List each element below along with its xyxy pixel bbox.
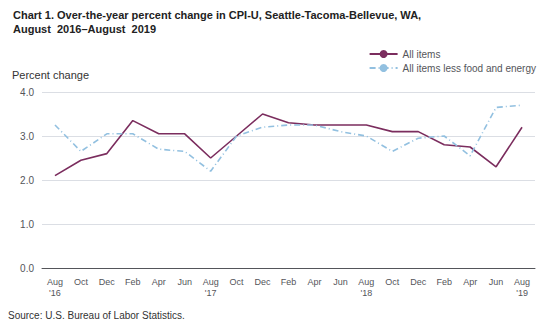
svg-text:Apr: Apr <box>463 277 477 287</box>
svg-text:All items: All items <box>403 49 441 60</box>
svg-text:Jun: Jun <box>333 277 348 287</box>
svg-text:Aug: Aug <box>358 277 374 287</box>
svg-text:August 2016–August 2019: August 2016–August 2019 <box>13 23 156 35</box>
svg-text:3.0: 3.0 <box>20 131 34 142</box>
svg-text:'18: '18 <box>360 288 372 298</box>
svg-text:'16: '16 <box>49 288 61 298</box>
svg-text:Dec: Dec <box>410 277 427 287</box>
svg-text:1.0: 1.0 <box>20 219 34 230</box>
svg-text:Percent change: Percent change <box>12 69 89 81</box>
svg-text:Feb: Feb <box>436 277 452 287</box>
svg-text:Jun: Jun <box>489 277 504 287</box>
svg-text:'19: '19 <box>516 288 528 298</box>
svg-text:Aug: Aug <box>514 277 530 287</box>
svg-text:Apr: Apr <box>152 277 166 287</box>
svg-text:'17: '17 <box>205 288 217 298</box>
svg-text:Dec: Dec <box>255 277 272 287</box>
svg-text:Apr: Apr <box>307 277 321 287</box>
svg-text:Feb: Feb <box>125 277 141 287</box>
svg-text:Chart 1. Over-the-year percent: Chart 1. Over-the-year percent change in… <box>13 9 421 21</box>
svg-text:Feb: Feb <box>281 277 297 287</box>
svg-text:0.0: 0.0 <box>20 263 34 274</box>
svg-text:Oct: Oct <box>230 277 245 287</box>
svg-text:Oct: Oct <box>385 277 400 287</box>
svg-text:Aug: Aug <box>203 277 219 287</box>
svg-text:2.0: 2.0 <box>20 175 34 186</box>
svg-text:All items less food and energy: All items less food and energy <box>403 63 536 74</box>
svg-text:Aug: Aug <box>47 277 63 287</box>
svg-text:4.0: 4.0 <box>20 87 34 98</box>
svg-text:Oct: Oct <box>74 277 89 287</box>
svg-text:Dec: Dec <box>99 277 116 287</box>
svg-text:Jun: Jun <box>177 277 192 287</box>
svg-text:Source: U.S. Bureau of Labor S: Source: U.S. Bureau of Labor Statistics. <box>8 310 185 321</box>
